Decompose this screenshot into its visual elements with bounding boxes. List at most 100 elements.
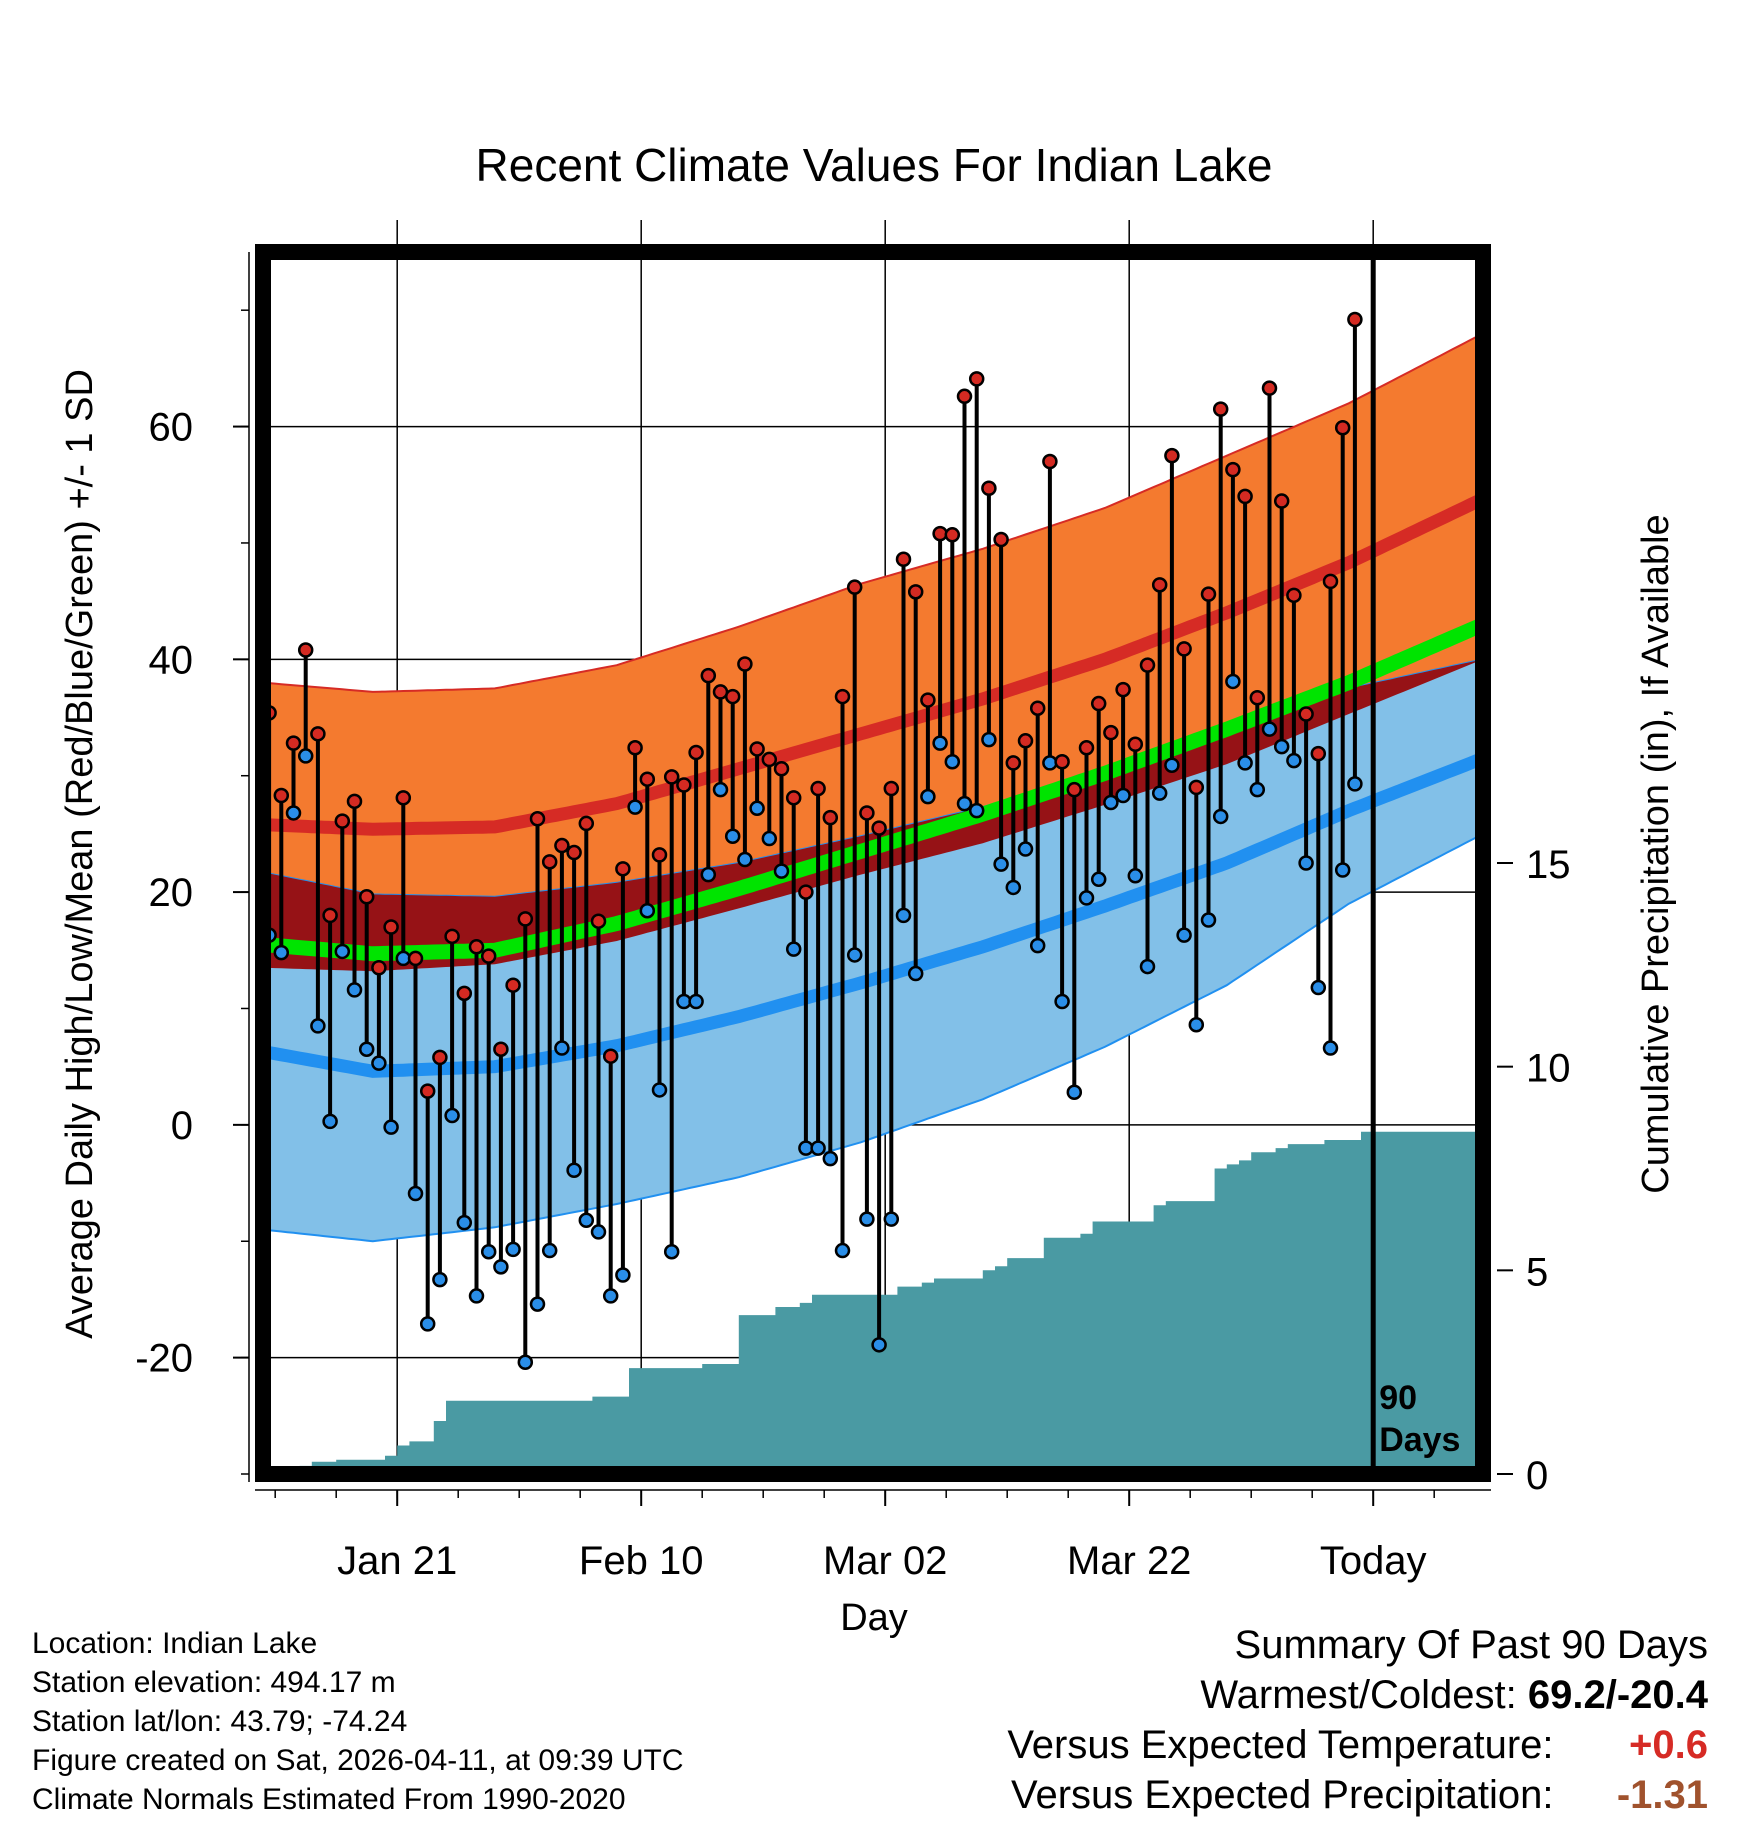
y2-tick-label: 0: [1526, 1454, 1548, 1498]
daily-high-point: [883, 780, 900, 797]
temp-anomaly-value: +0.6: [1629, 1723, 1708, 1767]
precip-anomaly-label: Versus Expected Precipitation:: [1011, 1773, 1554, 1817]
daily-high-point: [541, 854, 558, 870]
daily-low-point: [493, 1259, 509, 1275]
daily-low-point: [1347, 776, 1363, 792]
daily-low-point: [1298, 855, 1314, 871]
daily-low-point: [981, 731, 997, 748]
location-text: Location: Indian Lake: [32, 1627, 318, 1660]
daily-low-point: [1090, 871, 1107, 888]
daily-low-point: [1017, 841, 1034, 857]
daily-low-point: [358, 1041, 375, 1057]
daily-low-point: [1176, 927, 1192, 943]
daily-high-point: [871, 820, 887, 836]
x-tick-label: Mar 22: [1067, 1539, 1192, 1583]
daily-low-point: [639, 902, 656, 919]
daily-high-point: [1298, 706, 1314, 722]
x-tick-label: Today: [1320, 1539, 1427, 1583]
daily-high-point: [346, 793, 363, 810]
daily-low-point: [322, 1113, 338, 1130]
daily-high-point: [920, 692, 936, 708]
daily-low-point: [749, 800, 765, 817]
daily-high-point: [1090, 695, 1107, 712]
daily-high-point: [371, 959, 387, 976]
daily-high-point: [1176, 641, 1192, 657]
low-normal-mean-line: [263, 752, 1483, 1078]
daily-low-point: [505, 1241, 521, 1258]
daily-high-point: [627, 740, 643, 756]
daily-low-point: [590, 1224, 607, 1240]
daily-high-point: [1042, 453, 1058, 470]
today-days-word: Days: [1379, 1421, 1460, 1459]
daily-high-point: [554, 837, 570, 854]
y2-axis-label: Cumulative Precipitation (in), If Availa…: [1635, 514, 1677, 1193]
daily-low-point: [810, 1140, 826, 1156]
y2-tick-label: 15: [1526, 843, 1571, 887]
daily-high-point: [1103, 724, 1119, 741]
daily-low-point: [822, 1150, 839, 1167]
daily-high-point: [1322, 573, 1339, 590]
axes: -20 0 20 40 60 0 5 10 15 Jan 21 Feb 10 Mar 02 Mar 22…: [135, 220, 1571, 1583]
daily-low-point: [456, 1214, 473, 1231]
daily-low-point: [859, 1211, 875, 1227]
daily-low-point: [529, 1296, 546, 1312]
normals-period-text: Climate Normals Estimated From 1990-2020: [32, 1783, 626, 1816]
daily-low-point: [627, 799, 643, 815]
daily-low-point: [1200, 912, 1217, 928]
daily-high-point: [1237, 488, 1253, 505]
daily-low-point: [1029, 937, 1046, 954]
daily-high-point: [1273, 493, 1290, 509]
daily-high-point: [273, 787, 290, 804]
daily-high-point: [1164, 447, 1180, 464]
daily-high-point: [285, 735, 302, 751]
daily-high-point: [456, 985, 473, 1002]
daily-high-point: [407, 950, 424, 967]
frame-border: [255, 244, 1491, 1482]
daily-low-point: [541, 1242, 558, 1259]
daily-low-point: [993, 856, 1009, 872]
daily-low-point: [1249, 781, 1266, 798]
daily-high-point: [761, 751, 778, 768]
daily-high-point: [1310, 745, 1327, 762]
daily-high-point: [993, 531, 1009, 548]
warm-cold-value: 69.2/-20.4: [1527, 1673, 1708, 1717]
daily-high-point: [651, 847, 668, 863]
daily-high-point: [493, 1041, 509, 1057]
daily-high-point: [724, 688, 741, 705]
daily-low-point: [1005, 879, 1022, 896]
y-tick-label: 0: [171, 1104, 193, 1148]
daily-high-point: [1054, 753, 1070, 770]
summary-heading: Summary Of Past 90 Days: [1234, 1623, 1708, 1667]
daily-low-point: [688, 993, 704, 1010]
y-tick-label: -20: [135, 1337, 193, 1381]
daily-low-point: [920, 788, 936, 805]
daily-high-point: [444, 928, 460, 945]
daily-low-point: [785, 941, 802, 957]
daily-low-point: [907, 965, 924, 982]
daily-low-point: [297, 748, 314, 764]
today-days-number: 90: [1379, 1379, 1417, 1417]
daily-high-point: [688, 744, 704, 761]
daily-low-point: [663, 1243, 680, 1260]
daily-high-point: [517, 911, 534, 927]
daily-low-point: [444, 1107, 460, 1124]
daily-low-point: [1310, 979, 1327, 996]
daily-high-point: [590, 913, 607, 929]
mean-normal-line: [263, 617, 1483, 962]
daily-low-point: [480, 1243, 497, 1260]
daily-low-point: [419, 1316, 436, 1332]
daily-high-point: [383, 919, 399, 935]
daily-low-point: [1054, 993, 1070, 1010]
daily-low-point: [1164, 757, 1180, 773]
daily-low-point: [334, 943, 351, 960]
daily-low-point: [1127, 868, 1144, 884]
daily-high-point: [1249, 689, 1266, 706]
daily-high-point: [419, 1083, 436, 1099]
x-axis-label: Day: [840, 1597, 908, 1639]
y-axis-label: Average Daily High/Low/Mean (Red/Blue/Gr…: [59, 369, 101, 1339]
daily-high-point: [859, 805, 875, 821]
daily-high-point: [1115, 681, 1131, 698]
daily-low-point: [1151, 785, 1168, 801]
daily-high-point: [1261, 380, 1278, 396]
